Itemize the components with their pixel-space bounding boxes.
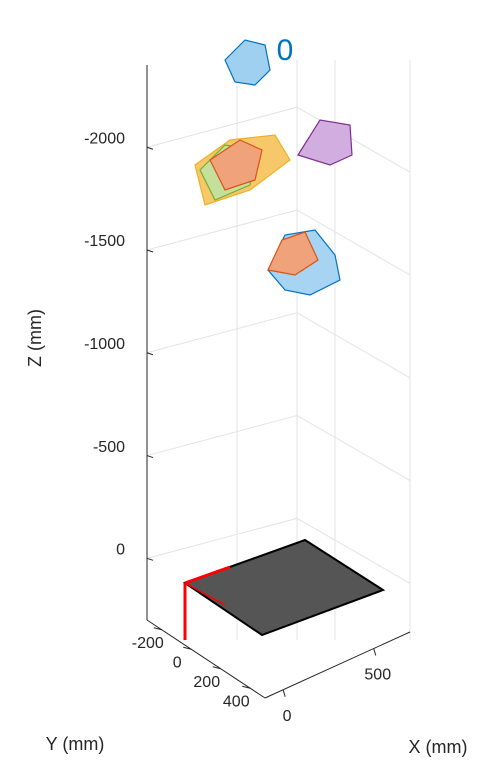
x-axis: [264, 631, 411, 699]
z-tick: [146, 352, 154, 356]
grid-line: [146, 415, 411, 481]
z-tick-label: -1000: [84, 336, 125, 353]
board-axis: [184, 582, 226, 606]
y-axis: [146, 619, 266, 699]
y-tick-label: -200: [132, 635, 164, 652]
board-axis: [184, 565, 231, 585]
x-tick-label: 0: [283, 708, 292, 725]
x-tick: [373, 648, 377, 656]
y-tick: [212, 666, 221, 670]
x-tick-label: 500: [364, 667, 391, 684]
board: [182, 538, 386, 640]
z-tick: [146, 146, 154, 150]
z-tick: [146, 455, 154, 459]
z-tick-label: 0: [116, 542, 125, 559]
y-tick: [153, 627, 162, 631]
cameras: [194, 39, 353, 296]
x-tick: [282, 689, 286, 697]
y-axis-label: Y (mm): [46, 734, 105, 754]
camera: [267, 231, 319, 276]
y-tick: [183, 646, 192, 650]
y-tick-label: 400: [223, 693, 250, 710]
x-axis-label: X (mm): [409, 737, 468, 757]
camera: [209, 139, 263, 191]
z-tick-label: -2000: [84, 130, 125, 147]
grid-line: [146, 209, 411, 276]
y-tick-label: 0: [173, 654, 182, 671]
z-tick: [146, 557, 154, 561]
camera: [224, 39, 271, 86]
z-tick-label: -1500: [84, 233, 125, 250]
grid-line: [146, 106, 411, 173]
y-tick: [242, 685, 251, 689]
z-tick: [146, 249, 154, 253]
y-tick-label: 200: [193, 674, 220, 691]
grid-line: [146, 517, 411, 584]
z-tick-label: -500: [93, 439, 125, 456]
z-axis-label: Z (mm): [25, 309, 45, 367]
camera: [297, 119, 353, 166]
annotation: 0: [277, 34, 294, 67]
grid-line: [146, 312, 411, 379]
checkerboard: [182, 538, 386, 637]
